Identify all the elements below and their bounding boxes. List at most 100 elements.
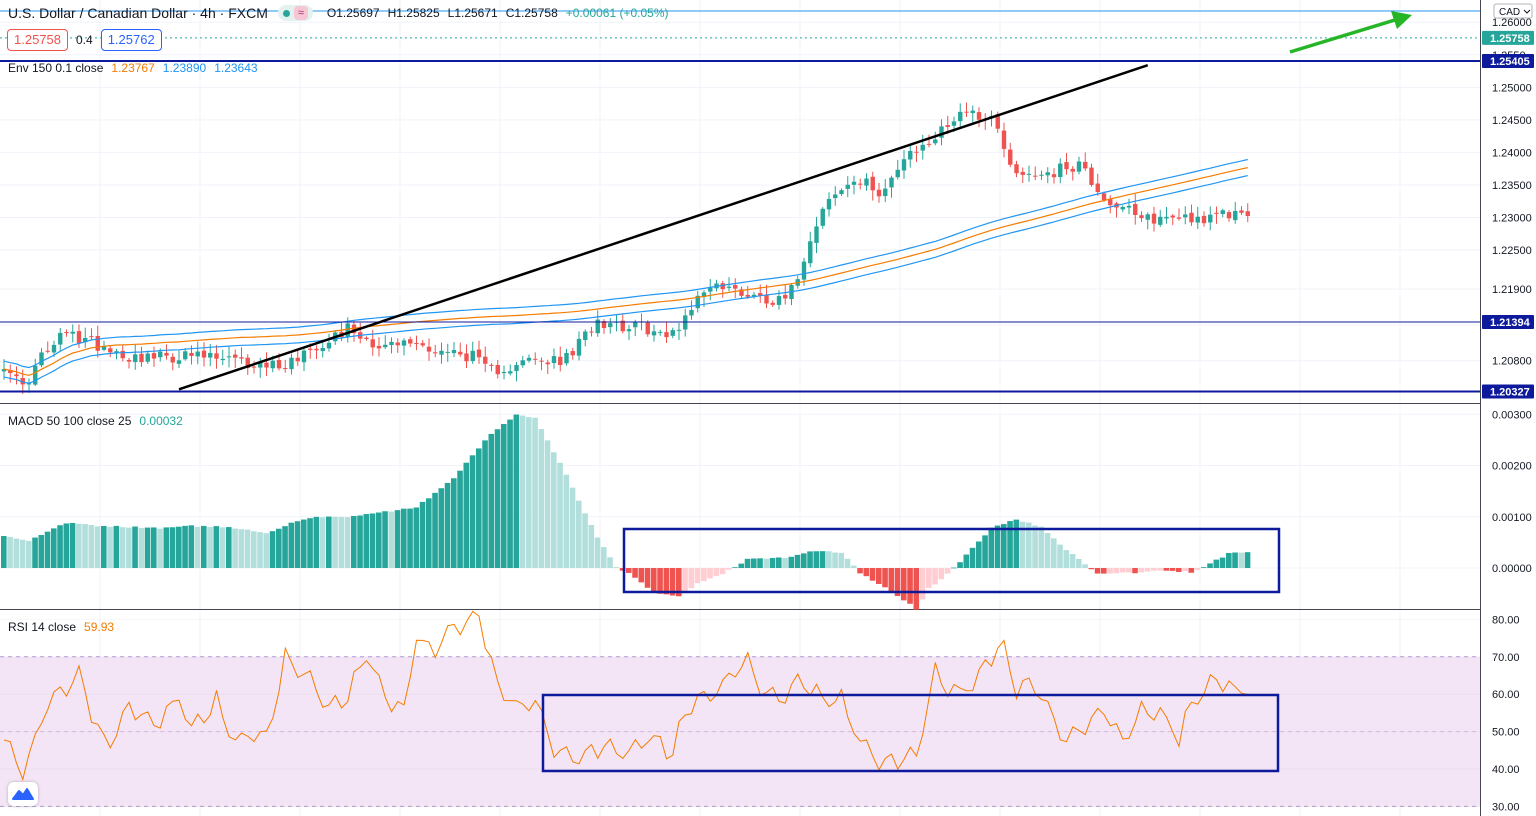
candle[interactable]	[889, 175, 894, 198]
macd-bar[interactable]	[682, 568, 688, 593]
candle[interactable]	[183, 348, 188, 361]
macd-bar[interactable]	[1044, 533, 1051, 568]
macd-bar[interactable]	[432, 492, 438, 568]
macd-bar[interactable]	[563, 474, 570, 568]
macd-bar[interactable]	[282, 526, 288, 568]
candle[interactable]	[745, 286, 750, 299]
macd-bar[interactable]	[26, 540, 32, 568]
candle[interactable]	[651, 324, 657, 342]
candle[interactable]	[839, 188, 844, 196]
macd-bar[interactable]	[1219, 557, 1226, 568]
macd-bar[interactable]	[301, 519, 307, 568]
macd-bar[interactable]	[619, 568, 626, 571]
rsi-highlight-box[interactable]	[541, 693, 1280, 773]
macd-bar[interactable]	[157, 528, 163, 568]
macd-bar[interactable]	[951, 567, 957, 569]
macd-bar[interactable]	[907, 568, 913, 604]
macd-bar[interactable]	[363, 514, 370, 568]
candle[interactable]	[620, 314, 625, 334]
macd-bar[interactable]	[238, 529, 245, 568]
macd-bar[interactable]	[876, 568, 882, 584]
candle[interactable]	[489, 363, 494, 372]
candle[interactable]	[626, 324, 632, 341]
macd-bar[interactable]	[963, 554, 970, 568]
macd-bar[interactable]	[894, 568, 901, 597]
macd-bar[interactable]	[269, 531, 276, 568]
macd-bar[interactable]	[1076, 558, 1082, 568]
macd-bar[interactable]	[388, 511, 395, 568]
macd-bar[interactable]	[494, 429, 501, 568]
macd-bar[interactable]	[794, 554, 801, 568]
candle[interactable]	[26, 378, 32, 393]
candle[interactable]	[133, 344, 138, 370]
macd-bar[interactable]	[844, 558, 851, 568]
level-price-tag[interactable]: 1.25405	[1482, 53, 1534, 68]
candle[interactable]	[176, 350, 182, 369]
candle[interactable]	[751, 291, 757, 299]
candle[interactable]	[958, 103, 963, 127]
candle[interactable]	[645, 320, 650, 337]
candle[interactable]	[964, 102, 969, 117]
macd-bar[interactable]	[413, 507, 420, 568]
macd-bar[interactable]	[101, 525, 107, 568]
tradingview-logo[interactable]	[8, 782, 38, 806]
macd-bar[interactable]	[463, 462, 470, 568]
envelope-mid-line[interactable]	[3, 167, 1248, 376]
candle[interactable]	[526, 354, 532, 363]
candle[interactable]	[8, 364, 13, 383]
macd-bar[interactable]	[488, 433, 495, 568]
macd-bar[interactable]	[194, 526, 201, 568]
candle[interactable]	[833, 186, 838, 206]
candle[interactable]	[433, 344, 438, 358]
macd-bar[interactable]	[369, 513, 376, 568]
macd-bar[interactable]	[1188, 568, 1195, 573]
candle[interactable]	[820, 207, 825, 229]
macd-bar[interactable]	[94, 526, 101, 568]
candle[interactable]	[408, 336, 413, 348]
candle[interactable]	[1008, 142, 1013, 168]
candle[interactable]	[789, 283, 794, 306]
macd-bar[interactable]	[407, 508, 413, 568]
candle[interactable]	[1214, 206, 1219, 224]
macd-bar[interactable]	[838, 552, 845, 568]
candle[interactable]	[1045, 167, 1050, 184]
macd-bar[interactable]	[163, 527, 170, 568]
candle[interactable]	[1170, 214, 1175, 226]
candle[interactable]	[520, 355, 525, 368]
macd-bar[interactable]	[151, 527, 157, 568]
sell-button[interactable]: 1.25758	[7, 29, 68, 51]
macd-bar[interactable]	[626, 568, 632, 573]
candle[interactable]	[1108, 195, 1113, 214]
macd-bar[interactable]	[557, 462, 563, 568]
macd-bar[interactable]	[1019, 521, 1026, 568]
candle[interactable]	[1089, 163, 1094, 187]
macd-bar[interactable]	[57, 525, 63, 568]
candle[interactable]	[1195, 206, 1200, 229]
symbol-title[interactable]: U.S. Dollar / Canadian Dollar · 4h · FXC…	[8, 5, 268, 21]
macd-bar[interactable]	[7, 536, 13, 568]
candle[interactable]	[264, 352, 269, 377]
candle[interactable]	[301, 348, 307, 372]
candle[interactable]	[770, 300, 775, 308]
macd-bar[interactable]	[1026, 522, 1032, 568]
macd-bar[interactable]	[113, 525, 120, 568]
candle[interactable]	[226, 345, 232, 368]
macd-bar[interactable]	[801, 553, 807, 568]
candle[interactable]	[1239, 206, 1244, 215]
candle[interactable]	[764, 284, 769, 309]
candle[interactable]	[614, 314, 619, 332]
macd-bar[interactable]	[357, 515, 363, 568]
macd-bar[interactable]	[1138, 568, 1145, 573]
macd-bar[interactable]	[13, 538, 20, 568]
macd-bar[interactable]	[644, 568, 651, 588]
candle[interactable]	[476, 340, 482, 364]
candle[interactable]	[901, 150, 907, 179]
candle[interactable]	[1158, 209, 1163, 227]
macd-bar[interactable]	[726, 568, 732, 570]
candle[interactable]	[676, 322, 682, 340]
candle[interactable]	[783, 284, 788, 305]
candle[interactable]	[1189, 204, 1194, 226]
macd-bar[interactable]	[994, 525, 1001, 568]
macd-bar[interactable]	[744, 558, 751, 568]
macd-bar[interactable]	[32, 537, 38, 568]
